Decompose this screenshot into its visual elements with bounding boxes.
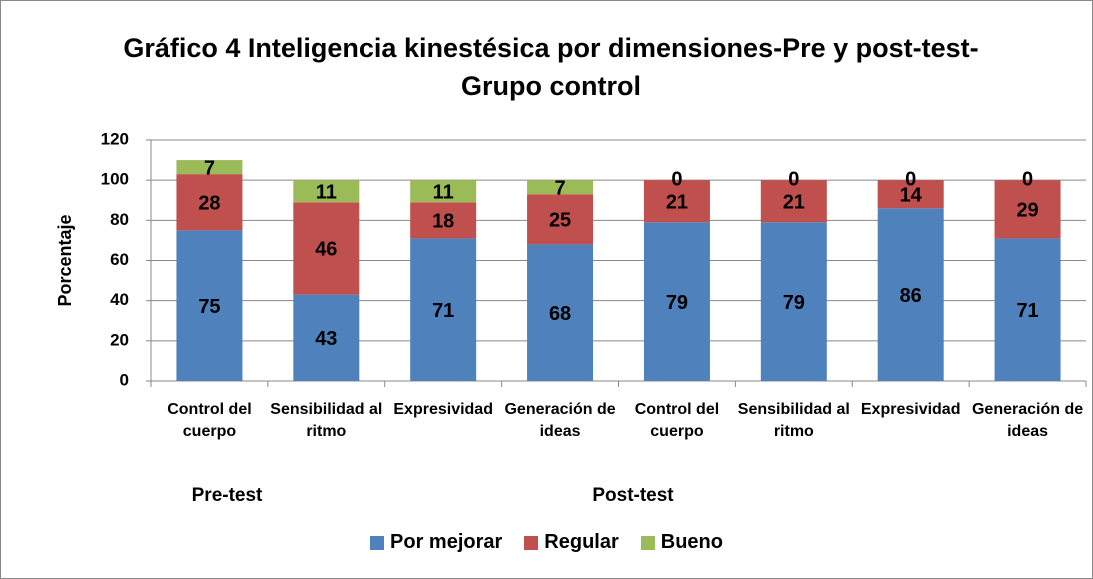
- x-tick-label: Sensibilidad al ritmo: [270, 401, 383, 440]
- legend-item: Por mejorar: [370, 531, 502, 554]
- data-label: 71: [1016, 300, 1038, 322]
- data-label: 79: [666, 292, 688, 314]
- x-tick-label: Generación de ideas: [504, 401, 616, 440]
- legend-swatch: [640, 535, 655, 550]
- bar-segment: [877, 180, 944, 209]
- bar-segment: [293, 294, 360, 381]
- bar-segment: [410, 180, 477, 203]
- bar-segment: [994, 238, 1061, 381]
- bar-segment: [527, 194, 594, 245]
- data-label: 11: [433, 181, 454, 203]
- y-tick-label: 120: [101, 129, 129, 148]
- data-label: 71: [432, 300, 454, 322]
- data-label: 21: [666, 192, 688, 214]
- data-label: 7: [204, 157, 215, 179]
- legend-label: Regular: [544, 531, 619, 553]
- bar-segment: [760, 180, 827, 223]
- y-tick-label: 60: [110, 250, 129, 269]
- legend-item: Bueno: [640, 531, 723, 554]
- y-axis-title: Porcentaje: [55, 214, 75, 306]
- data-label: 75: [198, 296, 220, 318]
- y-tick-label: 80: [110, 210, 129, 229]
- group-label: Post-test: [592, 485, 674, 506]
- x-tick-label: Expresividad: [860, 401, 961, 418]
- data-label: 29: [1016, 200, 1038, 222]
- bar-segment: [410, 238, 477, 381]
- legend-swatch: [370, 535, 385, 550]
- x-tick-label: Control del cuerpo: [167, 401, 252, 440]
- bar-segment: [410, 202, 477, 239]
- data-label: 21: [783, 192, 805, 214]
- bar-segment: [643, 222, 710, 381]
- data-label: 25: [549, 210, 571, 232]
- data-label: 68: [549, 303, 571, 325]
- bar-segment: [527, 180, 594, 195]
- data-label: 0: [671, 168, 682, 190]
- bar-segment: [760, 222, 827, 381]
- chart-title: Gráfico 4 Inteligencia kinestésica por d…: [123, 33, 979, 101]
- x-tick-label: Expresividad: [393, 401, 493, 418]
- bar-segment: [994, 180, 1061, 239]
- y-tick-label: 100: [101, 170, 129, 189]
- legend-label: Por mejorar: [390, 531, 503, 553]
- data-label: 0: [1022, 168, 1033, 190]
- x-tick-label: Sensibilidad al ritmo: [737, 401, 850, 440]
- y-tick-label: 20: [110, 330, 129, 349]
- y-tick-label: 0: [120, 370, 129, 389]
- x-tick-label: Control del cuerpo: [634, 401, 720, 440]
- data-label: 0: [788, 168, 799, 190]
- data-label: 86: [900, 285, 922, 307]
- bar-segment: [293, 180, 360, 203]
- legend: Por mejorar Regular Bueno: [1, 531, 1092, 554]
- bar-segment: [527, 244, 594, 381]
- data-label: 43: [315, 328, 337, 350]
- data-label: 28: [198, 193, 220, 215]
- legend-item: Regular: [524, 531, 619, 554]
- data-label: 7: [555, 177, 566, 199]
- bar-segment: [643, 180, 710, 223]
- bar-segment: [176, 230, 243, 381]
- bar-segment: [293, 202, 360, 295]
- bar-segment: [176, 160, 243, 175]
- data-label: 14: [900, 185, 923, 207]
- data-label: 11: [316, 181, 337, 203]
- bar-segment: [176, 174, 243, 231]
- y-tick-label: 40: [110, 290, 129, 309]
- data-label: 46: [315, 239, 337, 261]
- data-label: 79: [783, 292, 805, 314]
- data-label: 18: [432, 211, 454, 233]
- group-label: Pre-test: [191, 485, 263, 506]
- data-label: 0: [905, 168, 916, 190]
- legend-swatch: [524, 535, 539, 550]
- x-tick-label: Generación de ideas: [971, 401, 1084, 440]
- bar-segment: [877, 208, 944, 381]
- legend-label: Bueno: [660, 531, 723, 553]
